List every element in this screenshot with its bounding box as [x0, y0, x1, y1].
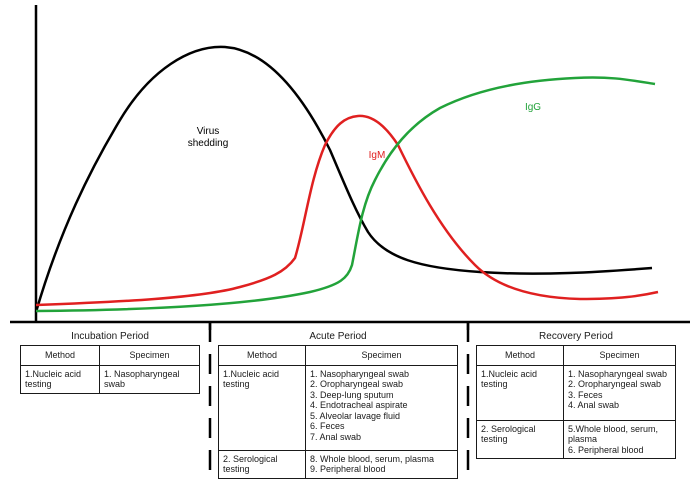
- method-header: Method: [218, 345, 306, 366]
- specimen-header: Specimen: [99, 345, 200, 366]
- method-cell: 1.Nucleic acid testing: [20, 364, 100, 394]
- incubation-table: Method Specimen 1.Nucleic acid testing 1…: [20, 345, 200, 394]
- method-header: Method: [476, 345, 564, 366]
- igg-label: IgG: [524, 102, 542, 113]
- specimen-item: 9. Peripheral blood: [310, 464, 386, 474]
- specimen-item: 1. Nasopharyngeal swab: [104, 368, 180, 390]
- table-row: 2. Serological testing 5.Whole blood, se…: [476, 419, 676, 459]
- specimen-cell: 1. Nasopharyngeal swab 2. Oropharyngeal …: [563, 364, 676, 421]
- specimen-item: 5.Whole blood, serum, plasma: [568, 423, 659, 445]
- specimen-item: 2. Oropharyngeal swab: [310, 379, 404, 389]
- table-header-row: Method Specimen: [20, 345, 200, 366]
- specimen-item: 1. Nasopharyngeal swab: [568, 368, 668, 379]
- incubation-period-title: Incubation Period: [71, 331, 149, 342]
- method-cell: 1.Nucleic acid testing: [218, 364, 306, 451]
- specimen-cell: 5.Whole blood, serum, plasma 6. Peripher…: [563, 419, 676, 459]
- specimen-item: 5. Alveolar lavage fluid: [310, 410, 401, 421]
- specimen-header: Specimen: [305, 345, 458, 366]
- divider-extension: [208, 322, 470, 470]
- specimen-item: 7. Anal swab: [310, 431, 362, 442]
- specimen-cell: 1. Nasopharyngeal swab 2. Oropharyngeal …: [305, 364, 458, 451]
- specimen-item: 6. Peripheral blood: [568, 444, 644, 455]
- specimen-item: 1. Nasopharyngeal swab: [310, 368, 410, 379]
- virus-shedding-curve: [34, 45, 653, 313]
- specimen-cell: 1. Nasopharyngeal swab: [99, 364, 200, 394]
- acute-period-title: Acute Period: [309, 331, 367, 342]
- table-row: 1.Nucleic acid testing 1. Nasopharyngeal…: [476, 364, 676, 421]
- recovery-table: Method Specimen 1.Nucleic acid testing 1…: [476, 345, 676, 459]
- igg-curve: [35, 76, 656, 313]
- table-header-row: Method Specimen: [218, 345, 458, 366]
- igm-curve: [35, 114, 659, 307]
- method-cell: 2. Serological testing: [476, 419, 564, 459]
- method-header: Method: [20, 345, 100, 366]
- method-cell: 2. Serological testing: [218, 449, 306, 479]
- specimen-item: 4. Endotracheal aspirate: [310, 400, 408, 410]
- chart-area: [10, 5, 690, 330]
- table-header-row: Method Specimen: [476, 345, 676, 366]
- virus-shedding-label: Virus shedding: [187, 126, 229, 149]
- specimen-item: 6. Feces: [310, 421, 345, 431]
- table-row: 1.Nucleic acid testing 1. Nasopharyngeal…: [218, 364, 458, 451]
- recovery-period-title: Recovery Period: [539, 331, 613, 342]
- specimen-item: 3. Deep-lung sputum: [310, 389, 394, 400]
- specimen-header: Specimen: [563, 345, 676, 366]
- specimen-item: 4. Anal swab: [568, 400, 620, 410]
- method-cell: 1.Nucleic acid testing: [476, 364, 564, 421]
- table-row: 2. Serological testing 8. Whole blood, s…: [218, 449, 458, 479]
- acute-table: Method Specimen 1.Nucleic acid testing 1…: [218, 345, 458, 479]
- table-row: 1.Nucleic acid testing 1. Nasopharyngeal…: [20, 364, 200, 394]
- specimen-cell: 8. Whole blood, serum, plasma 9. Periphe…: [305, 449, 458, 479]
- specimen-item: 8. Whole blood, serum, plasma: [310, 453, 435, 464]
- specimen-item: 3. Feces: [568, 389, 603, 400]
- igm-label: IgM: [368, 150, 386, 161]
- specimen-item: 2. Oropharyngeal swab: [568, 379, 662, 389]
